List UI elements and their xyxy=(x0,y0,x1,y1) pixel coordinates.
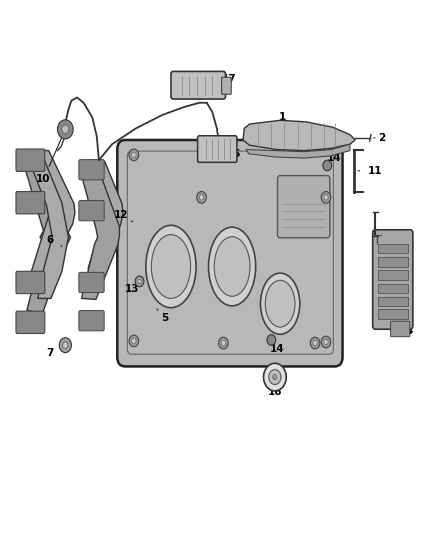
Polygon shape xyxy=(87,160,123,269)
Circle shape xyxy=(210,147,219,158)
Bar xyxy=(378,297,408,306)
Ellipse shape xyxy=(151,235,191,298)
FancyBboxPatch shape xyxy=(79,272,104,293)
Circle shape xyxy=(321,336,331,348)
FancyBboxPatch shape xyxy=(16,149,45,171)
Ellipse shape xyxy=(214,237,250,296)
Circle shape xyxy=(324,340,328,345)
Circle shape xyxy=(313,341,317,346)
Text: 6: 6 xyxy=(46,236,62,246)
Circle shape xyxy=(310,337,320,349)
Bar xyxy=(378,284,408,293)
Text: 16: 16 xyxy=(268,377,282,397)
FancyBboxPatch shape xyxy=(117,140,343,367)
Text: 8: 8 xyxy=(386,233,403,244)
Circle shape xyxy=(57,120,73,139)
Bar xyxy=(378,244,408,253)
FancyBboxPatch shape xyxy=(16,311,45,334)
Circle shape xyxy=(135,276,144,287)
Circle shape xyxy=(324,195,328,200)
Circle shape xyxy=(321,191,331,203)
FancyBboxPatch shape xyxy=(198,136,237,163)
FancyBboxPatch shape xyxy=(79,311,104,331)
Text: 12: 12 xyxy=(114,210,133,222)
Circle shape xyxy=(59,338,71,353)
Circle shape xyxy=(132,152,136,158)
Circle shape xyxy=(199,195,204,200)
Text: 9: 9 xyxy=(384,256,399,267)
Polygon shape xyxy=(30,150,75,272)
Bar xyxy=(378,309,408,319)
FancyBboxPatch shape xyxy=(391,321,410,337)
Text: 15: 15 xyxy=(223,149,241,159)
Circle shape xyxy=(219,149,228,161)
Text: 14: 14 xyxy=(269,340,284,354)
FancyBboxPatch shape xyxy=(222,77,231,94)
Text: 4: 4 xyxy=(401,326,413,336)
FancyBboxPatch shape xyxy=(16,271,45,294)
Circle shape xyxy=(197,191,206,203)
FancyBboxPatch shape xyxy=(373,230,413,329)
Ellipse shape xyxy=(146,225,196,308)
Circle shape xyxy=(273,374,277,379)
Circle shape xyxy=(264,364,286,391)
Text: 2: 2 xyxy=(374,133,385,143)
Bar xyxy=(378,270,408,280)
Text: 10: 10 xyxy=(36,132,64,184)
Polygon shape xyxy=(23,160,71,314)
Ellipse shape xyxy=(208,227,256,306)
Ellipse shape xyxy=(261,273,300,334)
Text: 11: 11 xyxy=(358,166,382,176)
Ellipse shape xyxy=(265,280,295,327)
Circle shape xyxy=(219,337,228,349)
Text: 17: 17 xyxy=(208,75,237,85)
Text: 3: 3 xyxy=(381,306,396,317)
Polygon shape xyxy=(243,120,355,151)
Circle shape xyxy=(221,152,226,158)
Circle shape xyxy=(138,279,141,284)
Circle shape xyxy=(323,160,332,171)
FancyBboxPatch shape xyxy=(278,175,330,238)
Circle shape xyxy=(221,341,226,346)
Text: 5: 5 xyxy=(157,309,168,323)
FancyBboxPatch shape xyxy=(79,160,104,180)
FancyBboxPatch shape xyxy=(16,191,45,214)
Circle shape xyxy=(269,369,281,384)
Circle shape xyxy=(129,335,139,347)
Bar xyxy=(378,257,408,266)
Text: 14: 14 xyxy=(327,153,342,163)
FancyBboxPatch shape xyxy=(171,71,226,99)
Circle shape xyxy=(212,150,217,155)
Text: 7: 7 xyxy=(46,346,63,358)
Circle shape xyxy=(63,342,68,349)
Polygon shape xyxy=(81,166,120,300)
Circle shape xyxy=(129,149,139,161)
Text: 13: 13 xyxy=(124,283,139,294)
Circle shape xyxy=(62,125,69,134)
Polygon shape xyxy=(246,144,350,158)
Text: 1: 1 xyxy=(279,111,286,132)
Polygon shape xyxy=(27,150,68,298)
FancyBboxPatch shape xyxy=(79,200,104,221)
Circle shape xyxy=(267,335,276,345)
Circle shape xyxy=(132,338,136,344)
